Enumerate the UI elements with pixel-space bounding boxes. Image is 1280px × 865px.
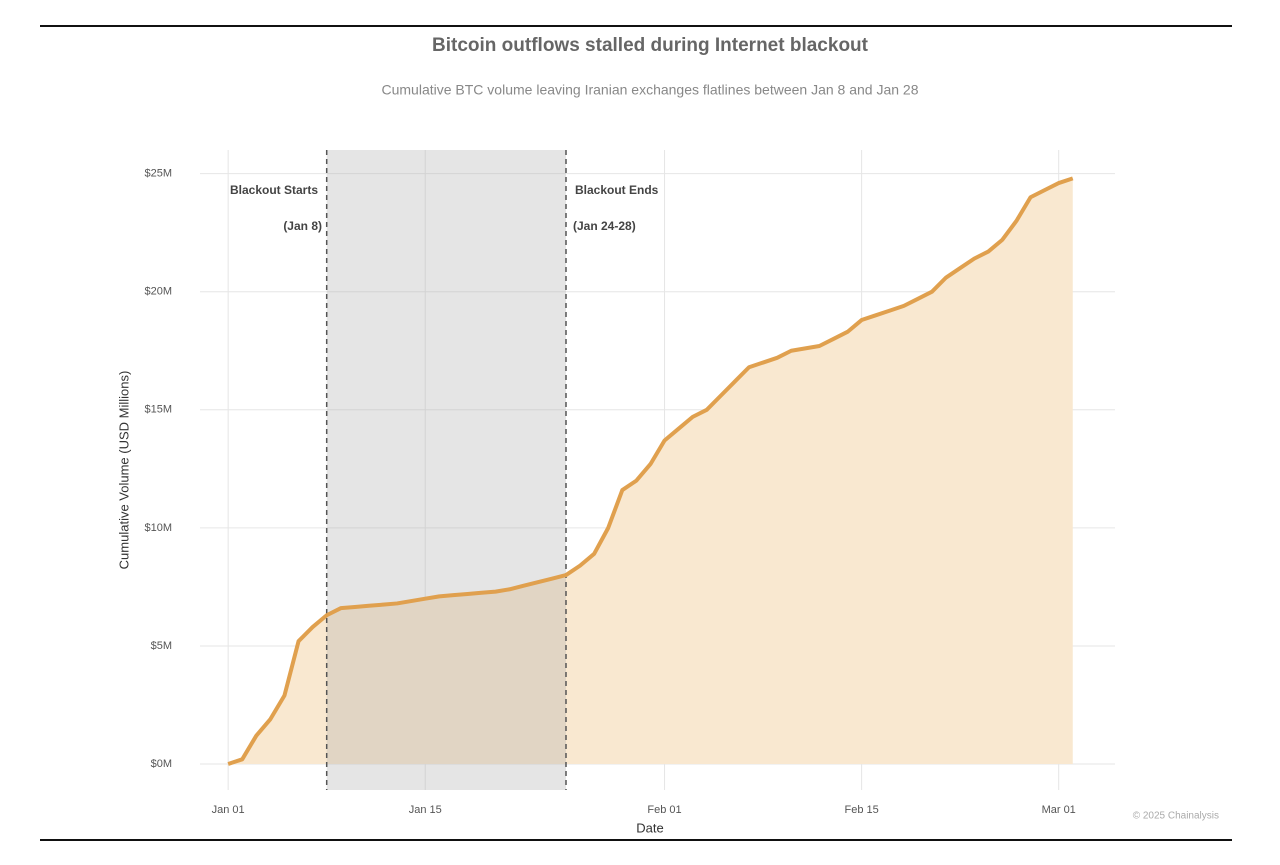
annotation: Blackout Ends xyxy=(575,183,659,197)
x-tick-label: Mar 01 xyxy=(1042,804,1076,816)
x-tick-label: Feb 01 xyxy=(647,804,681,816)
y-tick-label: $0M xyxy=(151,758,172,770)
annotation: Blackout Starts xyxy=(230,183,318,197)
x-tick-label: Feb 15 xyxy=(844,804,878,816)
y-axis-label: Cumulative Volume (USD Millions) xyxy=(116,371,131,570)
area xyxy=(228,178,1073,765)
plot-area: $0M $5M $10M $15M $20M $25M Jan 01 Jan 15 Feb 01… xyxy=(144,150,1115,816)
y-tick-label: $5M xyxy=(151,640,172,652)
y-tick-label: $25M xyxy=(144,168,172,180)
chart-subtitle: Cumulative BTC volume leaving Iranian ex… xyxy=(382,82,919,98)
shaded-span xyxy=(326,150,566,790)
annotation: (Jan 8) xyxy=(283,219,322,233)
line xyxy=(227,176,1074,766)
credit: © 2025 Chainalysis xyxy=(1133,811,1219,822)
x-tick-label: Jan 15 xyxy=(409,804,442,816)
y-tick-label: $15M xyxy=(144,404,172,416)
x-tick-label: Jan 01 xyxy=(212,804,245,816)
annotation: (Jan 24-28) xyxy=(573,219,636,233)
y-tick-label: $10M xyxy=(144,522,172,534)
y-tick-label: $20M xyxy=(144,286,172,298)
x-axis-label: Date xyxy=(636,820,663,835)
chart-title: Bitcoin outflows stalled during Internet… xyxy=(432,35,869,56)
